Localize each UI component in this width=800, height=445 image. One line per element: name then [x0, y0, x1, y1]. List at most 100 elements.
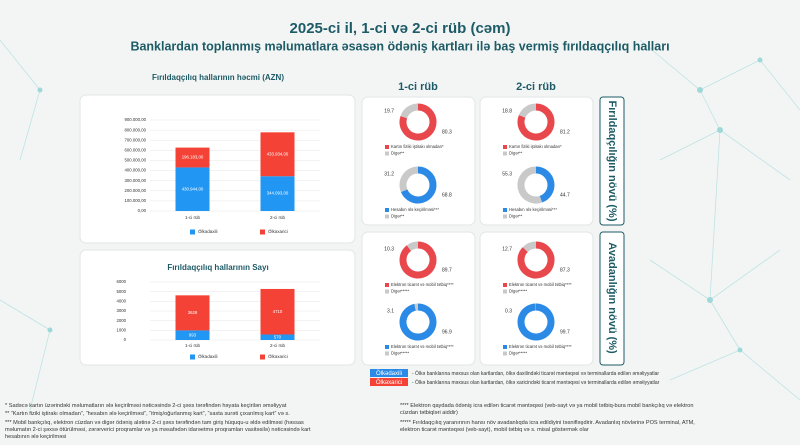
donut-segment: [406, 241, 419, 251]
y-tick-label: 0: [124, 337, 127, 342]
legend-note: - Ölkə banklarına məxsus olan kartlardan…: [412, 370, 659, 377]
value-label: 0.3: [505, 308, 512, 314]
donut-segment: [518, 103, 537, 118]
value-label: 18.8: [502, 108, 512, 114]
donut-segment: [399, 103, 437, 141]
legend-swatch: [190, 229, 195, 235]
bar-segment: [260, 334, 295, 340]
legend-swatch: [260, 229, 265, 235]
legend-label: Hesabın ələ keçirilməsi***: [509, 207, 557, 212]
column-header: 2-ci rüb: [516, 81, 556, 93]
y-tick-label: 1000: [116, 327, 126, 332]
bar-segment: [260, 132, 295, 177]
row-header: Avadanlığın növü (%): [606, 242, 618, 354]
y-tick-label: 4000: [116, 298, 126, 303]
value-label: 3628: [188, 310, 198, 315]
y-tick-label: 900.000,00: [124, 117, 146, 122]
legend-label: Ölkəxarici: [268, 228, 288, 234]
footnote: **** Elektron qaydada ödəniş icra edilən…: [400, 403, 694, 416]
legend-swatch: [370, 369, 408, 377]
y-tick-label: 2000: [116, 318, 126, 323]
y-tick-label: 200.000,00: [124, 188, 146, 193]
footnote-line: **** Elektron qaydada ödəniş icra edilən…: [400, 403, 694, 409]
legend-swatch: [385, 145, 389, 149]
panel: [479, 96, 594, 226]
footnote-line: *** Mobil bankçılıq, elektron cüzdan və …: [5, 420, 304, 426]
donut-segment: [535, 166, 555, 203]
decoration-dots: [37, 57, 763, 353]
legend-label: Digər**: [391, 214, 405, 219]
y-tick-label: 5000: [116, 289, 126, 294]
bar-segment: [260, 288, 295, 335]
footnote-line: elektron ticarət məntəqəsi (veb-sayt), m…: [400, 427, 589, 433]
legend-swatch: [503, 151, 507, 156]
legend-swatch: [503, 208, 507, 212]
legend-label: Digər*****: [391, 351, 410, 356]
value-label: 12.7: [502, 246, 512, 252]
legend-label: Digər*****: [509, 351, 528, 356]
value-label: 81.2: [560, 129, 570, 135]
value-label: 196.183,00: [182, 155, 204, 160]
legend-swatch: [385, 283, 389, 287]
footnote-line: hesabının ələ keçirilməsi: [5, 434, 66, 440]
value-label: 87.3: [560, 267, 570, 273]
value-label: 430.944,00: [182, 186, 204, 191]
footnote: ***** Fırıldaqçılıq yaranırının hansı nö…: [400, 420, 695, 433]
legend-swatch: [503, 214, 507, 219]
footnotes: * Sadəcə kartın üzərindəki məlumatların …: [5, 403, 695, 440]
footnote-line: məlumatın 2-ci şəxsə ötürülməsi, zərərve…: [5, 427, 311, 433]
value-label: 80.3: [442, 129, 452, 135]
donut-segment: [517, 303, 555, 341]
bar-segment: [175, 295, 210, 331]
legend-swatch: [385, 289, 389, 294]
value-label: 19.7: [384, 108, 394, 114]
value-label: 344.093,00: [267, 191, 289, 196]
panel: [479, 231, 594, 366]
legend-swatch: [190, 354, 195, 360]
value-label: 3.1: [387, 308, 394, 314]
value-label: 44.7: [560, 192, 570, 198]
x-tick-label: 2-ci rüb: [270, 215, 286, 220]
y-tick-label: 500.000,00: [124, 158, 146, 163]
legend-label: Ölkəxarici: [376, 379, 402, 386]
bar-segment: [175, 167, 210, 211]
y-tick-label: 6000: [116, 279, 126, 284]
y-tick-label: 600.000,00: [124, 147, 146, 152]
legend-label: Digər*****: [391, 289, 410, 294]
legend-label: Elektron ticarət və mobil tətbiq****: [391, 344, 454, 349]
value-label: 31.2: [384, 171, 394, 177]
legend-label: Elektron ticarət və mobil tətbiq****: [509, 344, 572, 349]
legend-swatch: [260, 354, 265, 360]
footnote-line: * Sadəcə kartın üzərindəki məlumatların …: [5, 403, 287, 409]
legend-label: Kartın fiziki iştirakı olmadan*: [391, 144, 444, 149]
footnote: ** “Kartın fiziki iştirakı olmadan”, “he…: [5, 411, 290, 417]
value-label: 96.9: [442, 329, 452, 335]
y-tick-label: 700.000,00: [124, 137, 146, 142]
panel: [361, 96, 476, 226]
legend-swatch: [385, 351, 389, 356]
x-tick-label: 1-ci rüb: [185, 343, 201, 348]
legend-label: Kartın fiziki iştirakı olmadan*: [509, 144, 562, 149]
row-label-box: [599, 96, 625, 226]
value-label: 89.7: [442, 267, 452, 273]
legend-swatch: [503, 145, 507, 149]
y-tick-label: 400.000,00: [124, 168, 146, 173]
footnote: * Sadəcə kartın üzərindəki məlumatların …: [5, 403, 287, 409]
legend-swatch: [503, 345, 507, 349]
y-tick-label: 0,00: [138, 208, 147, 213]
legend-swatch: [385, 214, 389, 219]
legend-swatch: [503, 351, 507, 356]
legend-swatch: [503, 289, 507, 294]
legend-swatch: [385, 345, 389, 349]
footnote-line: cüzdan tətbiqləri aiddir): [400, 410, 458, 416]
donut-segment: [522, 241, 537, 253]
x-tick-label: 2-ci rüb: [270, 343, 286, 348]
value-label: 99.7: [560, 329, 570, 335]
legend-label: Digər*****: [509, 289, 528, 294]
value-label: 993: [189, 332, 197, 337]
legend-swatch: [503, 283, 507, 287]
legend-label: Ölkədaxili: [198, 353, 218, 359]
subtitle: Banklardan toplanmış məlumatlara əsasən …: [130, 39, 669, 53]
legend-note: - Ölkə banklarına məxsus olan kartlardan…: [412, 379, 660, 386]
